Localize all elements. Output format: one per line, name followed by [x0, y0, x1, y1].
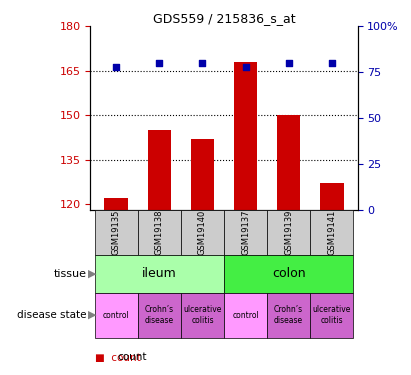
- Point: [242, 64, 249, 70]
- Text: ■  count: ■ count: [95, 352, 140, 363]
- Text: GSM19139: GSM19139: [284, 210, 293, 255]
- Point: [156, 60, 163, 66]
- Text: count: count: [117, 352, 147, 363]
- Bar: [277, 115, 300, 210]
- Text: colon: colon: [272, 267, 305, 280]
- Point: [328, 60, 335, 66]
- Bar: [224, 292, 267, 338]
- Bar: [95, 255, 224, 292]
- Bar: [267, 210, 310, 255]
- Text: GSM19137: GSM19137: [241, 210, 250, 255]
- Text: GSM19140: GSM19140: [198, 210, 207, 255]
- Bar: [148, 130, 171, 210]
- Title: GDS559 / 215836_s_at: GDS559 / 215836_s_at: [152, 12, 296, 25]
- Bar: [138, 210, 181, 255]
- Text: ▶: ▶: [88, 310, 97, 320]
- Text: control: control: [103, 310, 129, 320]
- Bar: [191, 139, 214, 210]
- Text: ulcerative
colitis: ulcerative colitis: [312, 305, 351, 325]
- Bar: [224, 210, 267, 255]
- Text: ileum: ileum: [142, 267, 177, 280]
- Bar: [181, 292, 224, 338]
- Text: control: control: [232, 310, 259, 320]
- Point: [285, 60, 292, 66]
- Text: Crohn’s
disease: Crohn’s disease: [274, 305, 303, 325]
- Bar: [267, 292, 310, 338]
- Bar: [234, 62, 257, 210]
- Text: tissue: tissue: [53, 269, 86, 279]
- Text: Crohn’s
disease: Crohn’s disease: [145, 305, 174, 325]
- Bar: [104, 198, 128, 210]
- Bar: [310, 210, 353, 255]
- Text: GSM19135: GSM19135: [112, 210, 121, 255]
- Point: [199, 60, 206, 66]
- Bar: [181, 210, 224, 255]
- Text: GSM19138: GSM19138: [155, 210, 164, 255]
- Bar: [320, 183, 344, 210]
- Text: ulcerative
colitis: ulcerative colitis: [183, 305, 222, 325]
- Bar: [310, 292, 353, 338]
- Bar: [224, 255, 353, 292]
- Text: GSM19141: GSM19141: [327, 210, 336, 255]
- Bar: [95, 292, 138, 338]
- Bar: [138, 292, 181, 338]
- Bar: [95, 210, 138, 255]
- Text: ▶: ▶: [88, 269, 97, 279]
- Point: [113, 64, 120, 70]
- Text: disease state: disease state: [17, 310, 86, 320]
